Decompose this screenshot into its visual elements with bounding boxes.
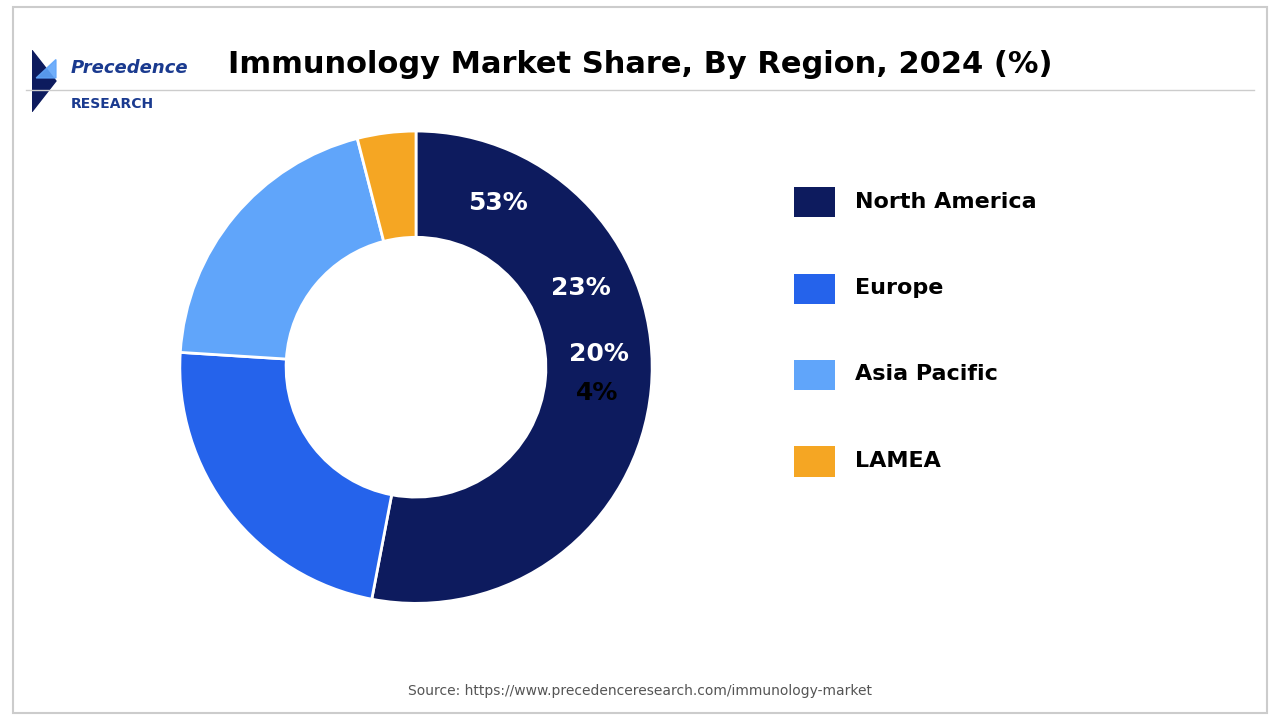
Text: 53%: 53% (467, 192, 527, 215)
Text: RESEARCH: RESEARCH (70, 97, 154, 112)
Text: 4%: 4% (576, 381, 618, 405)
Text: Asia Pacific: Asia Pacific (855, 364, 998, 384)
Text: Immunology Market Share, By Region, 2024 (%): Immunology Market Share, By Region, 2024… (228, 50, 1052, 79)
Text: Source: https://www.precedenceresearch.com/immunology-market: Source: https://www.precedenceresearch.c… (408, 684, 872, 698)
Text: 23%: 23% (552, 276, 611, 300)
Wedge shape (180, 138, 384, 359)
Polygon shape (32, 50, 56, 112)
Text: LAMEA: LAMEA (855, 451, 941, 471)
Wedge shape (357, 131, 416, 241)
Polygon shape (36, 60, 56, 78)
Wedge shape (371, 131, 652, 603)
Text: Precedence: Precedence (70, 59, 188, 77)
Text: North America: North America (855, 192, 1037, 212)
Wedge shape (180, 352, 392, 599)
Text: 20%: 20% (568, 343, 628, 366)
Text: Europe: Europe (855, 278, 943, 298)
